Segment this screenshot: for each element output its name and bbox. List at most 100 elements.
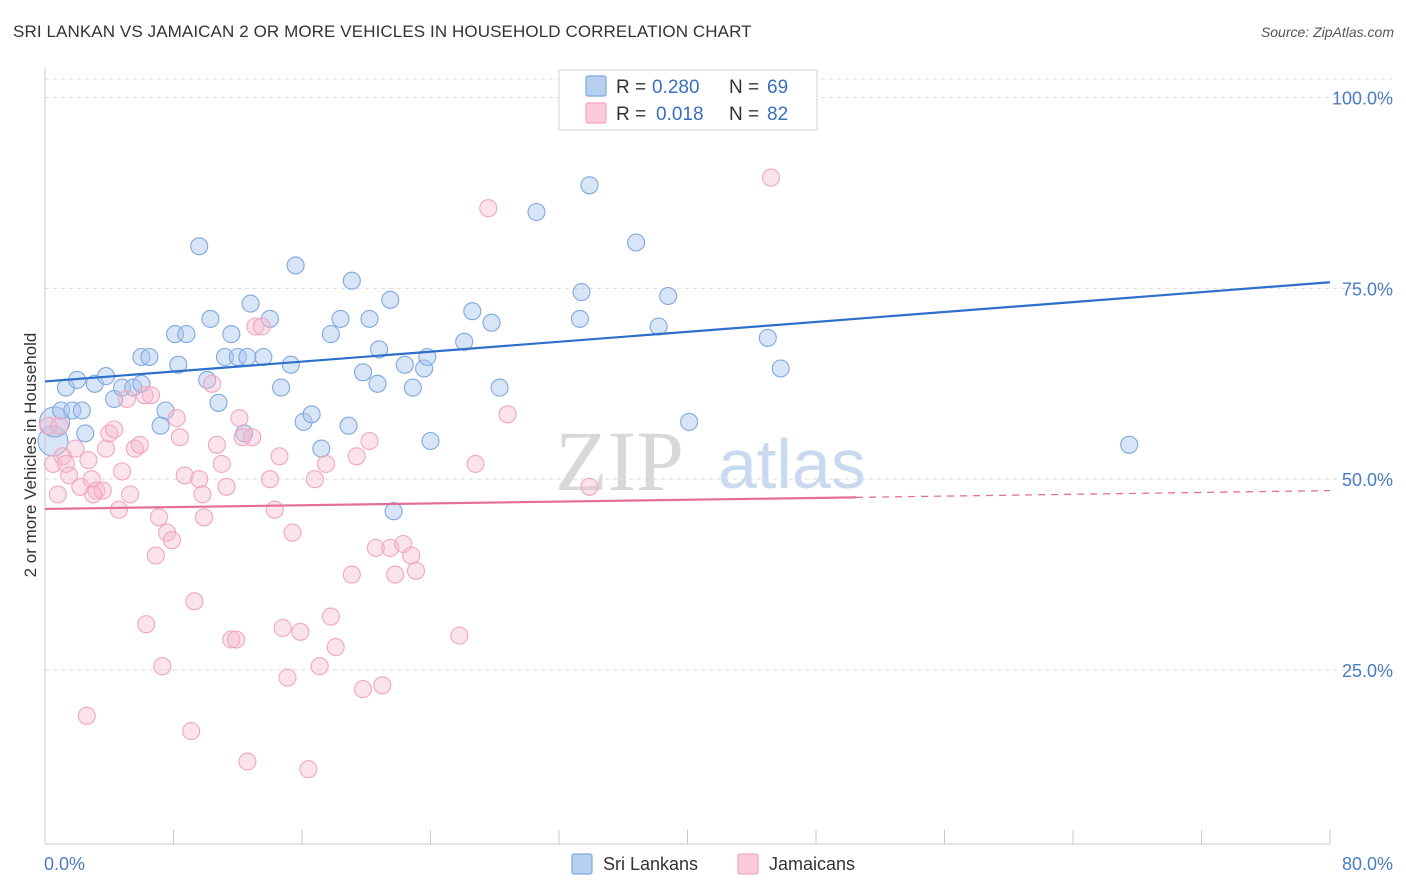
sri-lankan-point-51 bbox=[463, 302, 482, 321]
jamaican-point-63 bbox=[353, 680, 373, 699]
legend-r-label-1: R = bbox=[616, 77, 646, 98]
jamaican-point-78 bbox=[50, 416, 69, 435]
jamaican-point-47 bbox=[252, 317, 271, 336]
sri-lankan-point-17 bbox=[169, 355, 188, 374]
jamaican-point-57 bbox=[310, 657, 329, 676]
y-tick-label-0: 25.0% bbox=[1342, 661, 1393, 681]
jamaican-point-11 bbox=[93, 481, 112, 500]
jamaican-point-32 bbox=[182, 722, 201, 741]
legend-r-value-2: 0.018 bbox=[656, 104, 704, 125]
jamaican-point-15 bbox=[109, 500, 128, 519]
jamaican-point-66 bbox=[373, 676, 392, 695]
sri-lankan-point-14 bbox=[151, 416, 170, 435]
jamaican-point-79 bbox=[84, 485, 103, 504]
legend-n-label-1: N = bbox=[729, 77, 759, 98]
jamaican-point-25 bbox=[149, 508, 169, 527]
jamaican-point-58 bbox=[317, 454, 336, 473]
sri-lankan-point-61 bbox=[680, 412, 699, 431]
legend-swatch-sri-lankans bbox=[585, 75, 607, 97]
jamaican-point-59 bbox=[321, 607, 340, 626]
jamaican-point-14 bbox=[105, 420, 124, 439]
jamaican-point-44 bbox=[238, 752, 257, 771]
source-label: Source: ZipAtlas.com bbox=[1260, 24, 1394, 40]
jamaican-point-43 bbox=[233, 428, 252, 447]
chart-title: SRI LANKAN VS JAMAICAN 2 OR MORE VEHICLE… bbox=[13, 22, 752, 41]
jamaican-point-6 bbox=[66, 439, 85, 458]
jamaican-point-80 bbox=[79, 451, 98, 470]
jamaican-point-5 bbox=[60, 466, 79, 485]
watermark-atlas: atlas bbox=[718, 425, 866, 503]
jamaican-point-30 bbox=[170, 428, 189, 447]
sri-lankan-point-45 bbox=[384, 502, 403, 521]
legend-r-label-2: R = bbox=[616, 104, 646, 125]
jamaican-point-72 bbox=[450, 626, 469, 645]
sri-lankan-point-35 bbox=[312, 439, 331, 458]
y-axis-label: 2 or more Vehicles in Household bbox=[21, 333, 40, 578]
legend-n-value-2: 82 bbox=[767, 104, 788, 125]
legend-n-label-2: N = bbox=[729, 104, 759, 125]
jamaican-point-12 bbox=[96, 439, 116, 458]
sri-lankan-point-68 bbox=[421, 431, 440, 451]
jamaican-point-39 bbox=[217, 477, 236, 496]
x-tick-label-0: 0.0% bbox=[44, 854, 85, 874]
jamaican-point-45 bbox=[243, 428, 262, 447]
jamaican-point-76 bbox=[580, 477, 599, 496]
jamaican-point-24 bbox=[146, 546, 165, 565]
jamaican-point-37 bbox=[207, 435, 226, 454]
sri-lankan-point-26 bbox=[238, 347, 257, 367]
jamaican-point-33 bbox=[185, 592, 204, 611]
jamaican-point-38 bbox=[212, 454, 231, 473]
sri-lankan-point-21 bbox=[201, 309, 220, 328]
trend-lines bbox=[44, 281, 1331, 511]
jamaican-point-62 bbox=[347, 447, 366, 466]
sri-lankan-point-39 bbox=[342, 271, 361, 290]
sri-lankan-point-30 bbox=[272, 378, 291, 397]
sri-lankan-point-6 bbox=[76, 424, 95, 443]
jamaican-point-70 bbox=[402, 546, 421, 565]
sri-lankan-point-42 bbox=[368, 374, 387, 393]
jamaican-point-77 bbox=[761, 168, 781, 187]
bottom-legend-swatch-sri-lankans bbox=[571, 853, 593, 875]
sri-lankan-point-18 bbox=[177, 325, 196, 344]
jamaican-point-4 bbox=[56, 454, 75, 473]
sri-lankan-point-46 bbox=[395, 355, 414, 374]
jamaican-point-49 bbox=[265, 500, 284, 519]
sri-lankan-point-63 bbox=[771, 359, 790, 378]
y-tick-label-1: 50.0% bbox=[1342, 470, 1393, 490]
sri-lankan-point-32 bbox=[286, 256, 305, 275]
jamaican-point-28 bbox=[162, 531, 181, 550]
bottom-legend-swatch-jamaicans bbox=[737, 853, 759, 875]
sri-lankan-point-48 bbox=[415, 359, 434, 378]
legend-swatch-jamaicans bbox=[585, 102, 607, 124]
legend-n-value-1: 69 bbox=[767, 77, 788, 98]
jamaican-point-23 bbox=[141, 386, 161, 405]
jamaican-point-56 bbox=[305, 470, 324, 489]
sri-lankan-point-43 bbox=[370, 340, 389, 359]
sri-lankan-point-57 bbox=[580, 176, 599, 195]
jamaican-point-35 bbox=[194, 508, 214, 527]
sri-lankan-point-36 bbox=[321, 325, 340, 344]
jamaican-point-71 bbox=[406, 561, 426, 580]
y-tick-label-3: 100.0% bbox=[1332, 89, 1393, 109]
sri-lankan-point-4 bbox=[63, 401, 82, 420]
sri-lankan-point-28 bbox=[254, 347, 273, 367]
legend-r-value-1: 0.280 bbox=[652, 77, 700, 98]
jamaican-point-21 bbox=[135, 386, 154, 405]
jamaican-point-41 bbox=[227, 630, 246, 649]
jamaican-point-81 bbox=[193, 485, 212, 504]
jamaican-point-22 bbox=[137, 615, 156, 634]
watermark: ZIP atlas bbox=[555, 413, 866, 509]
sri-lankan-point-24 bbox=[222, 325, 241, 344]
sri-lankan-point-62 bbox=[758, 328, 777, 347]
sri-lankan-point-53 bbox=[490, 378, 509, 397]
jamaican-point-53 bbox=[283, 523, 302, 542]
sri-lankan-point-19 bbox=[190, 237, 209, 256]
jamaican-point-9 bbox=[82, 470, 101, 489]
jamaican-point-40 bbox=[222, 630, 241, 649]
axes bbox=[44, 68, 1331, 845]
jamaican-point-29 bbox=[167, 409, 186, 428]
bottom-legend-sri-lankans: Sri Lankans bbox=[603, 854, 698, 874]
sri-lankan-point-23 bbox=[215, 347, 234, 367]
grid-lines bbox=[45, 78, 1392, 671]
